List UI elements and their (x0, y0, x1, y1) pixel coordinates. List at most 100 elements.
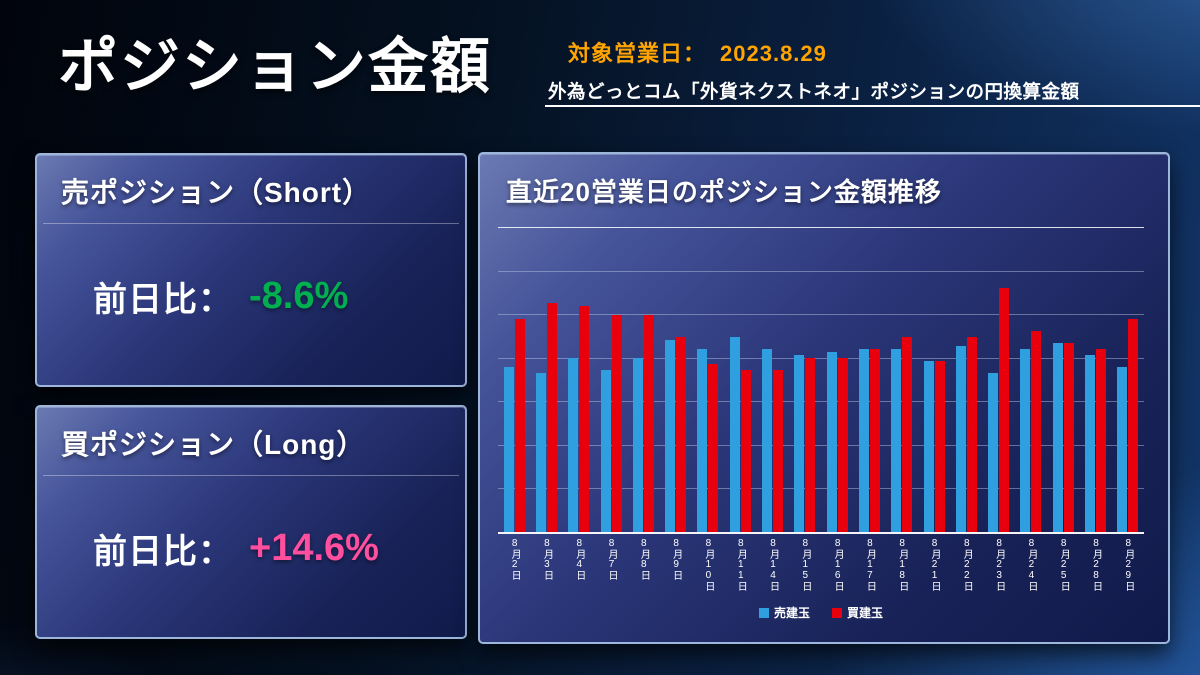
chart-legend: 売建玉 買建玉 (498, 604, 1144, 621)
x-axis-label: 8月21日 (929, 538, 940, 591)
long-change-label: 前日比： (93, 532, 233, 571)
売建玉-bar (632, 358, 643, 532)
買建玉-bar (934, 361, 945, 532)
売建玉-bar (794, 355, 805, 532)
bar-pair (729, 227, 751, 532)
bar-group: 8月23日 (982, 227, 1014, 602)
売建玉-bar (1020, 349, 1031, 532)
bar-pair (568, 227, 590, 532)
short-change-value: -8.6% (249, 274, 349, 317)
x-axis-label: 8月10日 (702, 538, 714, 591)
買建玉-bar (643, 315, 654, 532)
chart-title: 直近20営業日のポジション金額推移 (506, 177, 942, 207)
買建玉-bar (869, 349, 880, 532)
subtitle: 外為どっとコム「外貨ネクストネオ」ポジションの円換算金額 (548, 81, 1080, 102)
chart-columns: 8月2日 8月3日 8月4日 8月7日 8月8日 8月9日 8月10日 8月11日 8月14日 8… (498, 227, 1144, 602)
x-axis-label: 8月24日 (1025, 538, 1037, 591)
gridline (498, 227, 1144, 228)
売建玉-bar (826, 352, 837, 532)
売建玉-bar (923, 361, 934, 532)
買建玉-bar (1063, 342, 1074, 532)
x-axis-label: 8月22日 (961, 538, 973, 591)
売建玉-bar (600, 370, 611, 532)
bar-group: 8月28日 (1079, 227, 1111, 602)
short-position-panel: 売ポジション（Short） 前日比： -8.6% (35, 153, 467, 387)
買建玉-bar (805, 358, 816, 532)
bar-pair (600, 227, 622, 532)
x-axis-label: 8月25日 (1058, 538, 1070, 591)
bar-pair (535, 227, 557, 532)
gridline (498, 532, 1144, 534)
bar-group: 8月14日 (756, 227, 788, 602)
買建玉-bar (708, 364, 719, 532)
short-panel-body: 前日比： -8.6% (37, 224, 465, 368)
買建玉-bar (773, 370, 784, 532)
x-axis-label: 8月29日 (1122, 538, 1134, 591)
x-axis-label: 8月17日 (864, 538, 876, 591)
売建玉-bar (729, 336, 740, 532)
bar-pair (794, 227, 816, 532)
business-date-value: 2023.8.29 (720, 41, 827, 66)
bar-group: 8月17日 (853, 227, 885, 602)
売建玉-bar (858, 349, 869, 532)
long-change-value: +14.6% (249, 526, 379, 569)
売建玉-bar (568, 358, 579, 532)
x-axis-label: 8月18日 (896, 538, 908, 591)
x-axis-label: 8月3日 (541, 538, 553, 580)
bar-group: 8月18日 (886, 227, 918, 602)
bar-group: 8月9日 (659, 227, 691, 602)
business-date: 対象営業日： 2023.8.29 (568, 36, 827, 68)
legend-item: 買建玉 (832, 604, 883, 621)
gridline (498, 444, 1144, 446)
売建玉-bar (762, 349, 773, 532)
bar-pair (988, 227, 1010, 532)
gridlines (498, 227, 1144, 534)
bar-group: 8月24日 (1015, 227, 1047, 602)
bar-pair (955, 227, 977, 532)
bar-group: 8月15日 (789, 227, 821, 602)
gridline (498, 314, 1144, 316)
bar-pair (826, 227, 848, 532)
売建玉-bar (1052, 342, 1063, 532)
bar-group: 8月21日 (918, 227, 950, 602)
legend-item: 売建玉 (758, 604, 810, 621)
bar-pair (891, 227, 913, 532)
売建玉-bar (1117, 367, 1128, 532)
bar-group: 8月11日 (724, 227, 756, 602)
bar-group: 8月7日 (595, 227, 627, 602)
売建玉-bar (665, 339, 676, 532)
bar-pair (762, 227, 784, 532)
買建玉-bar (611, 315, 622, 532)
bar-group: 8月16日 (821, 227, 853, 602)
legend-label: 売建玉 (773, 606, 810, 620)
x-axis-label: 8月8日 (638, 538, 650, 580)
買建玉-bar (740, 370, 751, 532)
bar-chart: 8月2日 8月3日 8月4日 8月7日 8月8日 8月9日 8月10日 8月11日 8月14日 8… (498, 227, 1144, 621)
bar-pair (665, 227, 687, 532)
買建玉-bar (966, 336, 977, 532)
x-axis-label: 8月9日 (670, 538, 682, 580)
x-axis-label: 8月4日 (573, 538, 585, 580)
bar-pair (503, 227, 525, 532)
bar-group: 8月29日 (1112, 227, 1144, 602)
売建玉-bar (1084, 355, 1095, 532)
bar-pair (1117, 227, 1139, 532)
page-title: ポジション金額 (58, 33, 492, 100)
売建玉-bar (891, 349, 902, 532)
買建玉-bar (1031, 330, 1042, 532)
x-axis-label: 8月28日 (1090, 538, 1102, 591)
買建玉-bar (1095, 349, 1106, 532)
買建玉-bar (546, 303, 557, 532)
gridline (498, 488, 1144, 490)
bar-group: 8月25日 (1047, 227, 1079, 602)
long-position-panel: 買ポジション（Long） 前日比： +14.6% (35, 405, 467, 639)
買建玉-bar (837, 358, 848, 532)
買建玉-bar (1128, 318, 1139, 532)
x-axis-label: 8月14日 (767, 538, 779, 591)
gridline (498, 357, 1144, 359)
x-axis-label: 8月2日 (509, 538, 521, 580)
bar-group: 8月8日 (627, 227, 659, 602)
bar-pair (923, 227, 945, 532)
x-axis-label: 8月11日 (735, 538, 747, 591)
